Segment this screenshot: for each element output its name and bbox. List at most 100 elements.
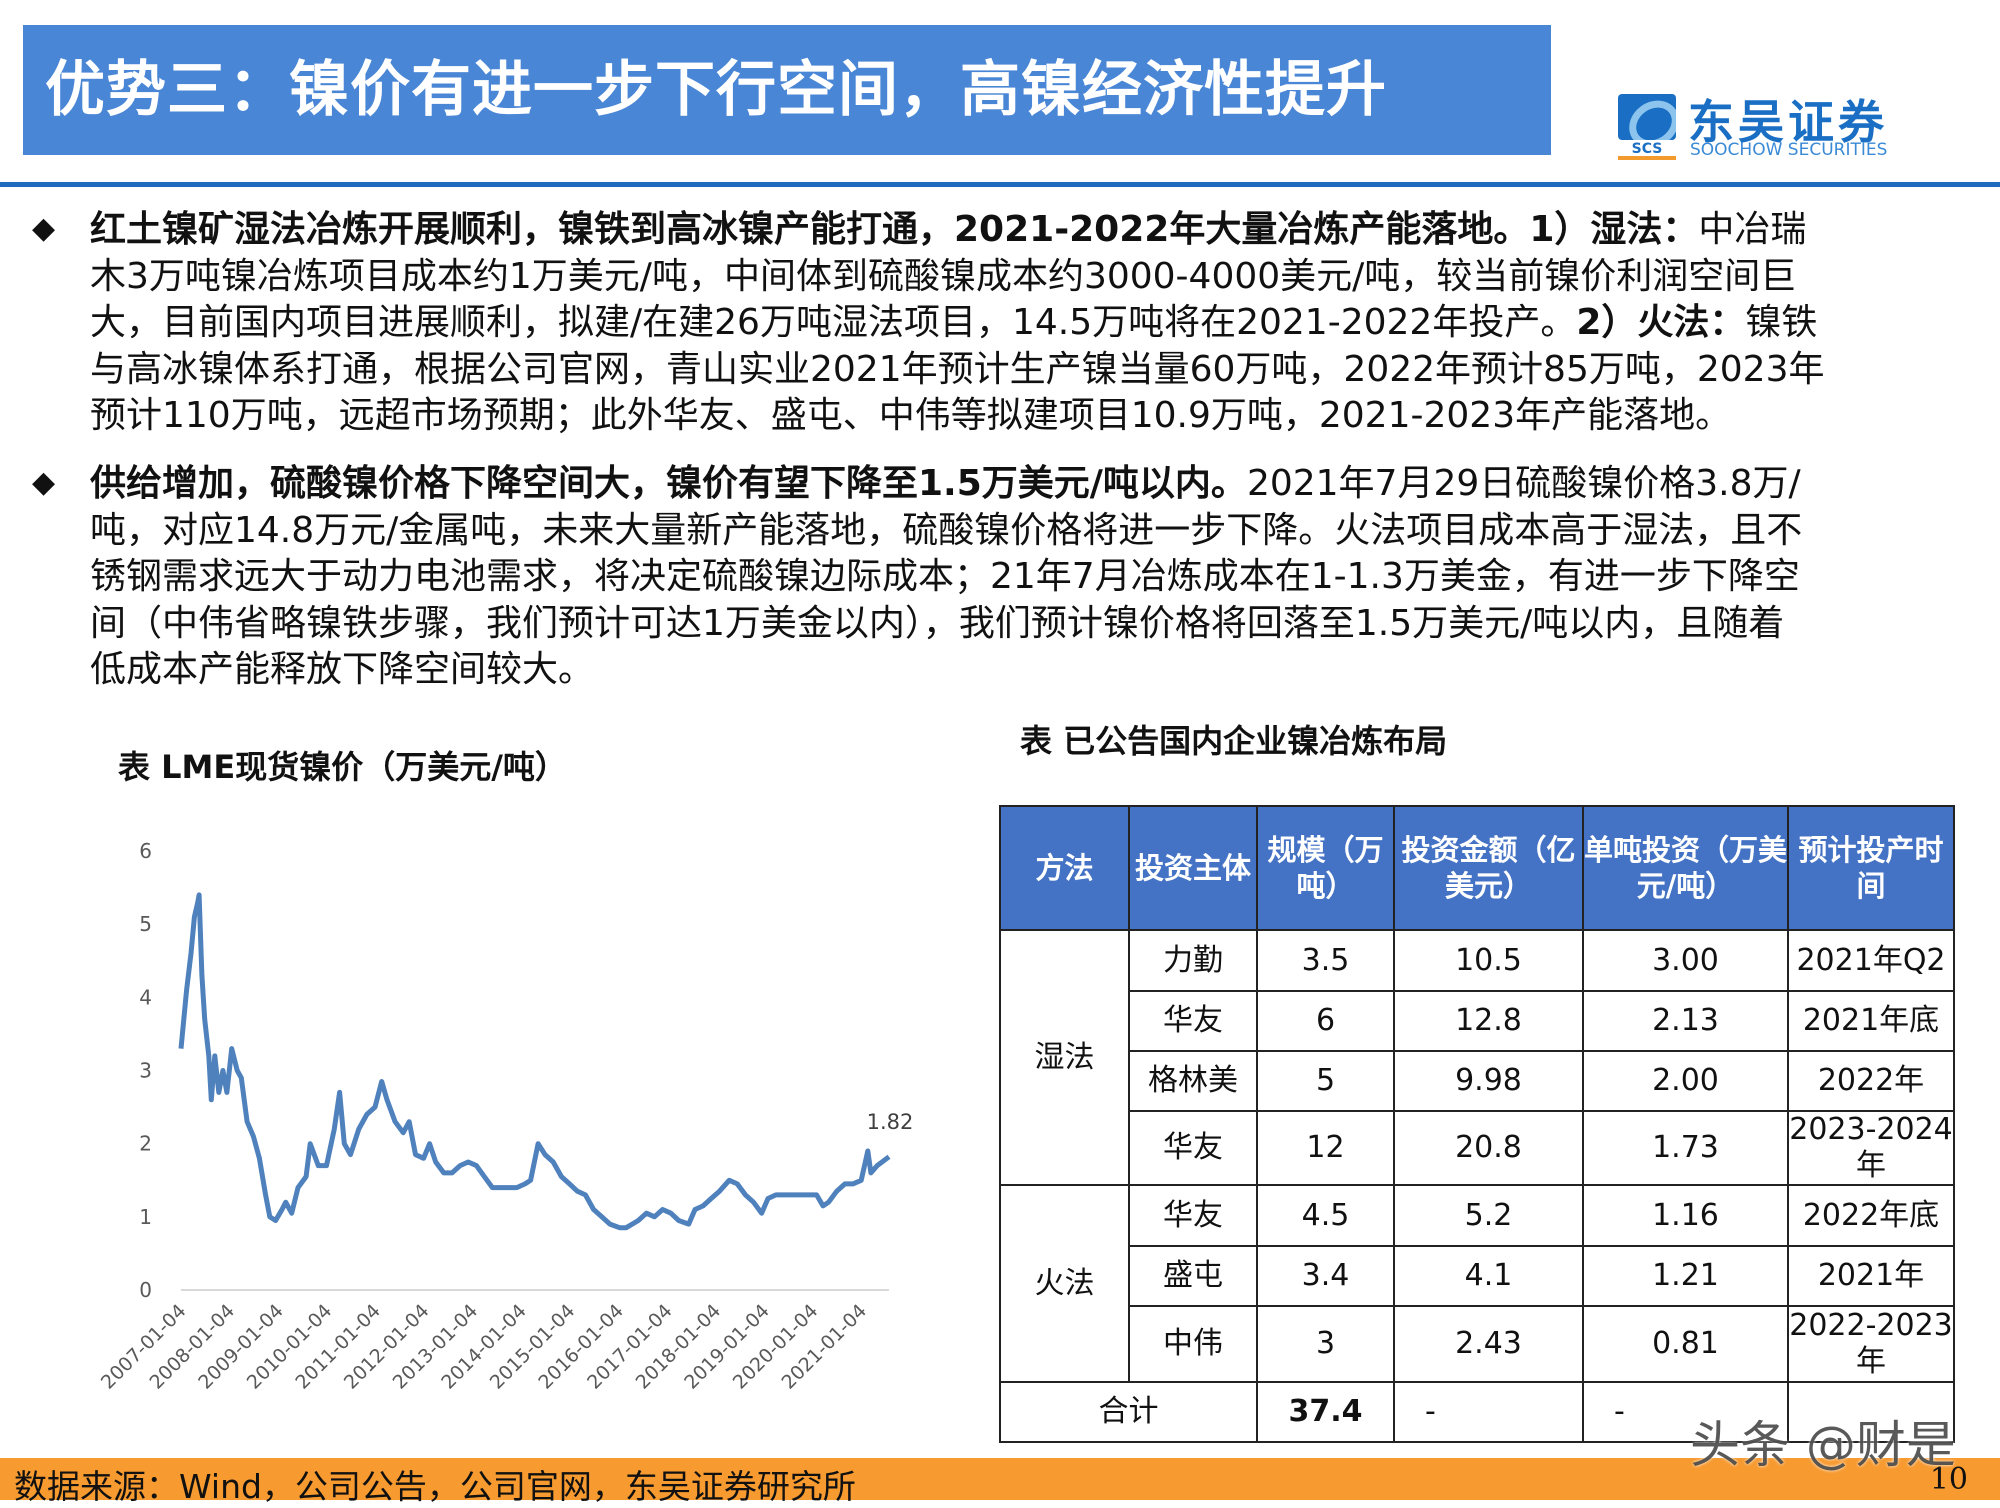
text: 低成本产能释放下降空间较大。: [90, 649, 594, 690]
column-header: 投资主体: [1129, 806, 1257, 930]
paragraph-line: 大，目前国内项目进展顺利，拟建/在建26万吨湿法项目，14.5万吨将在2021-…: [90, 300, 1817, 347]
table-cell: 2021年: [1788, 1246, 1954, 1306]
paragraph-line: 预计110万吨，远超市场预期；此外华友、盛屯、中伟等拟建项目10.9万吨，202…: [90, 393, 1731, 440]
paragraph-line: 木3万吨镍冶炼项目成本约1万美元/吨，中间体到硫酸镍成本约3000-4000美元…: [90, 254, 1796, 301]
text: 2021年7月29日硫酸镍价格3.8万/: [1247, 463, 1801, 504]
table-cell: 2.13: [1583, 991, 1788, 1051]
table-cell: 0.81: [1583, 1306, 1788, 1382]
y-tick-label: 1: [139, 1205, 152, 1229]
table-cell: 5.2: [1394, 1185, 1583, 1246]
data-source: 数据来源：Wind，公司公告，公司官网，东吴证券研究所: [14, 1460, 856, 1508]
table-cell: 华友: [1129, 1185, 1257, 1246]
table-cell: 华友: [1129, 991, 1257, 1051]
logo-mark-text: SCS: [1618, 142, 1676, 160]
table-cell: 3.4: [1257, 1246, 1394, 1306]
table-cell: 4.5: [1257, 1185, 1394, 1246]
y-tick-label: 5: [139, 912, 152, 936]
table-cell: 华友: [1129, 1111, 1257, 1185]
table-cell: 2021年Q2: [1788, 930, 1954, 991]
header-divider: [0, 182, 2000, 187]
paragraph-line: 供给增加，硫酸镍价格下降空间大，镍价有望下降至1.5万美元/吨以内。2021年7…: [90, 461, 1801, 508]
total-scale: 37.4: [1257, 1382, 1394, 1442]
text: 木3万吨镍冶炼项目成本约1万美元/吨，中间体到硫酸镍成本约3000-4000美元…: [90, 256, 1796, 297]
chart-title: 表 LME现货镍价（万美元/吨）: [118, 742, 567, 788]
y-tick-label: 2: [139, 1132, 152, 1156]
method-cell: 湿法: [1000, 930, 1129, 1185]
total-label: 合计: [1000, 1382, 1257, 1442]
table-cell: 1.21: [1583, 1246, 1788, 1306]
table-cell: 5: [1257, 1051, 1394, 1111]
slide-title: 优势三：镍价有进一步下行空间，高镍经济性提升: [23, 25, 1551, 155]
table-cell: 2.00: [1583, 1051, 1788, 1111]
table-cell: 4.1: [1394, 1246, 1583, 1306]
paragraph-line: 间（中伟省略镍铁步骤，我们预计可达1万美金以内），我们预计镍价格将回落至1.5万…: [90, 601, 1784, 648]
column-header: 方法: [1000, 806, 1129, 930]
watermark: 头条 @财是: [1690, 1405, 1956, 1477]
table-cell: 10.5: [1394, 930, 1583, 991]
table-cell: 12: [1257, 1111, 1394, 1185]
scs-logo-icon: [1618, 94, 1676, 140]
table-cell: 9.98: [1394, 1051, 1583, 1111]
text: 吨，对应14.8万元/金属吨，未来大量新产能落地，硫酸镍价格将进一步下降。火法项…: [90, 510, 1802, 551]
paragraph-line: 吨，对应14.8万元/金属吨，未来大量新产能落地，硫酸镍价格将进一步下降。火法项…: [90, 508, 1802, 555]
table-cell: 12.8: [1394, 991, 1583, 1051]
table-cell: 力勤: [1129, 930, 1257, 991]
text: 大，目前国内项目进展顺利，拟建/在建26万吨湿法项目，14.5万吨将在2021-…: [90, 302, 1576, 343]
text: 中冶瑞: [1698, 209, 1806, 250]
table-title: 表 已公告国内企业镍冶炼布局: [1020, 716, 1447, 762]
total-amount: -: [1394, 1382, 1583, 1442]
table-cell: 3.5: [1257, 930, 1394, 991]
table-cell: 2.43: [1394, 1306, 1583, 1382]
paragraph-line: 与高冰镍体系打通，根据公司官网，青山实业2021年预计生产镍当量60万吨，202…: [90, 347, 1824, 394]
y-tick-label: 6: [139, 839, 152, 863]
price-line: [181, 895, 889, 1228]
text: 间（中伟省略镍铁步骤，我们预计可达1万美金以内），我们预计镍价格将回落至1.5万…: [90, 603, 1784, 644]
column-header: 单吨投资（万美元/吨）: [1583, 806, 1788, 930]
table-cell: 3.00: [1583, 930, 1788, 991]
column-header: 预计投产时间: [1788, 806, 1954, 930]
diamond-bullet-icon: ◆: [32, 465, 55, 500]
column-header: 规模（万吨）: [1257, 806, 1394, 930]
nickel-price-chart: 01234562007-01-042008-01-042009-01-04201…: [0, 800, 960, 1420]
column-header: 投资金额（亿美元）: [1394, 806, 1583, 930]
method-cell: 火法: [1000, 1185, 1129, 1382]
text: 锈钢需求远大于动力电池需求，将决定硫酸镍边际成本；21年7月冶炼成本在1-1.3…: [90, 556, 1800, 597]
y-tick-label: 4: [139, 985, 152, 1009]
table-cell: 20.8: [1394, 1111, 1583, 1185]
table-cell: 2023-2024年: [1788, 1111, 1954, 1185]
paragraph-line: 红土镍矿湿法冶炼开展顺利，镍铁到高冰镍产能打通，2021-2022年大量冶炼产能…: [90, 207, 1806, 254]
logo-en: SOOCHOW SECURITIES: [1690, 140, 1887, 160]
table-cell: 2022-2023年: [1788, 1306, 1954, 1382]
soochow-securities-logo: SCS 东吴证券 SOOCHOW SECURITIES: [1618, 92, 1898, 162]
nickel-smelting-table: 方法投资主体规模（万吨）投资金额（亿美元）单吨投资（万美元/吨）预计投产时间湿法…: [999, 805, 1955, 1443]
end-value-label: 1.82: [867, 1110, 914, 1134]
text: 预计110万吨，远超市场预期；此外华友、盛屯、中伟等拟建项目10.9万吨，202…: [90, 395, 1731, 436]
table-cell: 格林美: [1129, 1051, 1257, 1111]
bold-text: 红土镍矿湿法冶炼开展顺利，镍铁到高冰镍产能打通，2021-2022年大量冶炼产能…: [90, 209, 1698, 250]
table-cell: 2021年底: [1788, 991, 1954, 1051]
table-cell: 2022年底: [1788, 1185, 1954, 1246]
paragraph-line: 低成本产能释放下降空间较大。: [90, 647, 594, 694]
table-cell: 2022年: [1788, 1051, 1954, 1111]
paragraph-line: 锈钢需求远大于动力电池需求，将决定硫酸镍边际成本；21年7月冶炼成本在1-1.3…: [90, 554, 1800, 601]
table-cell: 6: [1257, 991, 1394, 1051]
y-tick-label: 0: [139, 1278, 152, 1302]
table-cell: 1.16: [1583, 1185, 1788, 1246]
table-cell: 3: [1257, 1306, 1394, 1382]
table-cell: 中伟: [1129, 1306, 1257, 1382]
table-cell: 盛屯: [1129, 1246, 1257, 1306]
text: 与高冰镍体系打通，根据公司官网，青山实业2021年预计生产镍当量60万吨，202…: [90, 349, 1824, 390]
diamond-bullet-icon: ◆: [32, 211, 55, 246]
bold-text: 2）火法：: [1576, 302, 1745, 343]
y-tick-label: 3: [139, 1059, 152, 1083]
bold-text: 供给增加，硫酸镍价格下降空间大，镍价有望下降至1.5万美元/吨以内。: [90, 463, 1247, 504]
table-header-row: 方法投资主体规模（万吨）投资金额（亿美元）单吨投资（万美元/吨）预计投产时间: [1000, 806, 1954, 930]
text: 镍铁: [1745, 302, 1817, 343]
